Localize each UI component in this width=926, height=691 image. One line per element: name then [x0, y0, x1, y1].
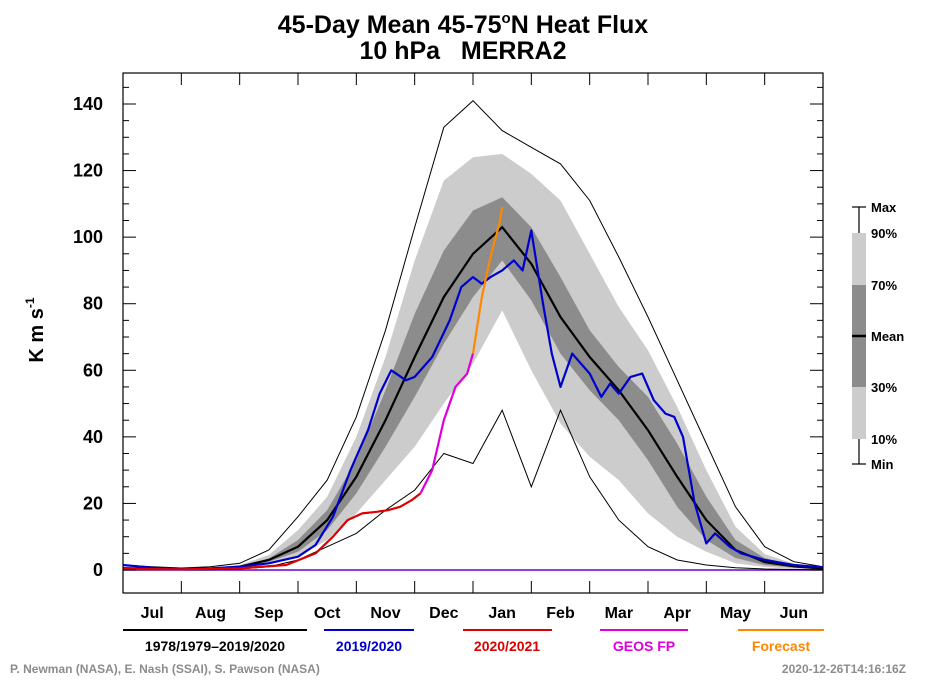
x-month-label: Mar: [605, 605, 633, 622]
x-month-label: Oct: [314, 605, 341, 622]
legend: 1978/1979–2019/2020 2019/2020 2020/2021 …: [123, 629, 824, 654]
y-axis-label: K m s-1: [23, 297, 48, 362]
y-tick-label: 80: [83, 294, 103, 314]
chart-title-degree: o: [502, 10, 511, 27]
series-line-2020-2021: [122, 492, 422, 571]
x-month-label: Jun: [780, 605, 808, 622]
percentile-key: Max 90% 70% Mean 30% 10% Min: [852, 200, 904, 472]
key-label: 70%: [871, 278, 897, 293]
y-tick-label: 40: [83, 427, 103, 447]
y-tick-label: 20: [83, 493, 103, 513]
key-label: 30%: [871, 380, 897, 395]
y-tick-label: 140: [73, 94, 103, 114]
chart-subtitle: 10 hPa MERRA2: [359, 37, 566, 65]
legend-2020-label: 2020/2021: [474, 638, 540, 654]
axis-ticks: 0 20 40 60 80 100 120 140 Jul Aug Sep Oct Nov Dec Jan F…: [73, 73, 824, 622]
y-tick-label: 0: [93, 560, 103, 580]
x-month-label: May: [720, 605, 751, 622]
chart-title-suffix: N Heat Flux: [511, 11, 649, 39]
data-lines: [122, 100, 824, 571]
y-tick-label: 60: [83, 360, 103, 380]
percentile-bands: [123, 153, 823, 570]
legend-geos-label: GEOS FP: [613, 638, 675, 654]
y-tick-label: 100: [73, 227, 103, 247]
legend-2019-label: 2019/2020: [336, 638, 402, 654]
x-month-label: Nov: [370, 605, 400, 622]
key-label: Max: [871, 200, 897, 215]
x-month-label: Aug: [195, 605, 226, 622]
key-label: Min: [871, 457, 893, 472]
credits-authors: P. Newman (NASA), E. Nash (SSAI), S. Paw…: [10, 662, 320, 676]
x-month-label: Apr: [663, 605, 691, 622]
x-month-label: Dec: [429, 605, 458, 622]
max-line: [122, 100, 824, 569]
y-axis-label-exponent: -1: [23, 297, 37, 308]
series-line-2019-2020: [122, 229, 824, 570]
band-30-70: [123, 197, 823, 570]
chart-title: 45-Day Mean 45-75oN Heat Flux: [278, 10, 649, 39]
key-label: Mean: [871, 329, 904, 344]
series-line-geos-fp: [419, 353, 475, 494]
y-tick-label: 120: [73, 161, 103, 181]
key-label: 10%: [871, 432, 897, 447]
chart-title-prefix: 45-Day Mean 45-75: [278, 11, 502, 39]
y-axis-label-main: K m s: [26, 308, 48, 362]
x-month-label: Feb: [546, 605, 575, 622]
legend-climatology-label: 1978/1979–2019/2020: [145, 638, 285, 654]
band-10-90: [123, 153, 823, 570]
x-month-label: Jan: [488, 605, 516, 622]
series-line-forecast: [471, 207, 504, 354]
key-label: 90%: [871, 226, 897, 241]
legend-forecast-label: Forecast: [752, 638, 811, 654]
x-month-label: Jul: [141, 605, 164, 622]
credits-timestamp: 2020-12-26T14:16:16Z: [782, 662, 906, 676]
x-month-label: Sep: [254, 605, 284, 622]
